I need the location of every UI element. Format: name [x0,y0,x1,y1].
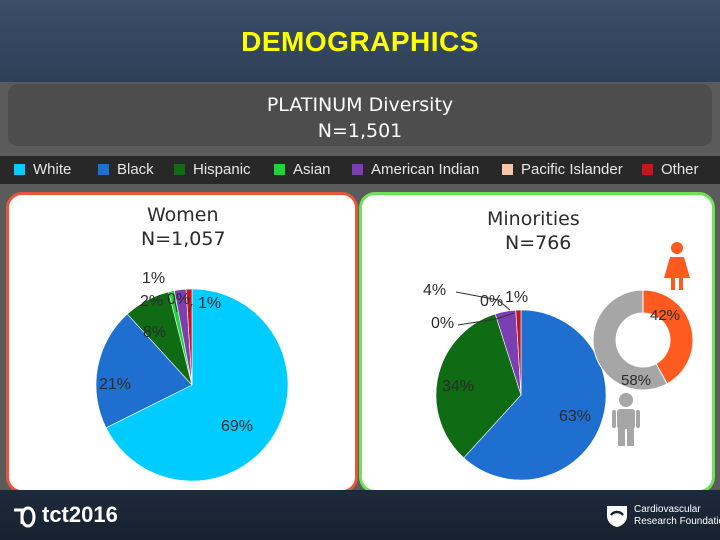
women-data-label-other: 1% [198,295,221,312]
legend-label-asian: Asian [293,161,331,178]
crf-logo-line-1: Cardiovascular [634,504,701,515]
legend-swatch-other [642,164,653,175]
legend-swatch-black [98,164,109,175]
legend-swatch-pacific-islander [502,164,513,175]
page-title: DEMOGRAPHICS [241,26,479,57]
minorities-leader-line-1 [457,312,515,326]
women-chart-title: Women N=1,057 [141,203,226,251]
women-chart-title-line-1: Women [147,204,219,226]
legend-item-pacific-islander: Pacific Islander [502,156,623,184]
crf-logo-line-2: Research Foundation [634,516,720,527]
minorities-data-label-black: 63% [559,408,591,425]
minorities-leader-line-0 [455,291,511,311]
minorities-chart-panel: Minorities N=766 63% 34% 0% 4% 0% 1% [359,192,715,493]
women-slice-black [95,313,193,429]
crf-logo: Cardiovascular Research Foundation [604,498,720,534]
women-chart-panel: Women N=1,057 69% 21% 8% 1% 2% 0% 1% [6,192,358,493]
legend-label-american-indian: American Indian [371,161,480,178]
legend-item-asian: Asian [274,156,331,184]
minorities-chart-title: Minorities N=766 [487,207,580,255]
tct-logo-text: tct2016 [42,502,118,527]
legend-label-other: Other [661,161,699,178]
women-data-label-american-indian: 2% [140,293,163,310]
minorities-data-label-asian: 0% [431,315,454,332]
legend-item-black: Black [98,156,154,184]
legend: White Black Hispanic Asian American Indian Pa… [0,156,720,184]
women-chart-title-line-2: N=1,057 [141,228,226,250]
subtitle-line-1: PLATINUM Diversity [266,94,454,116]
minorities-data-label-american-indian: 4% [423,282,446,299]
women-leader-line-1 [188,303,193,313]
minorities-slice-other [515,309,522,396]
women-data-label-asian: 1% [142,270,165,287]
women-data-label-black: 21% [99,376,131,393]
minorities-slice-black [463,309,607,481]
subtitle: PLATINUM Diversity N=1,501 [8,92,712,144]
legend-swatch-white [14,164,25,175]
legend-item-hispanic: Hispanic [174,156,251,184]
subtitle-line-2: N=1,501 [317,120,403,142]
legend-swatch-asian [274,164,285,175]
legend-item-white: White [14,156,71,184]
legend-label-pacific-islander: Pacific Islander [521,161,623,178]
women-data-label-white: 69% [221,418,253,435]
minorities-chart-title-line-2: N=766 [505,232,572,254]
tct-logo-mark [14,506,36,528]
women-leader-line-0 [174,301,178,313]
minorities-chart-title-line-1: Minorities [487,208,580,230]
legend-swatch-american-indian [352,164,363,175]
legend-label-hispanic: Hispanic [193,161,251,178]
legend-swatch-hispanic [174,164,185,175]
women-data-label-pacific-islander: 0% [167,291,190,308]
women-data-label-hispanic: 8% [143,324,166,341]
tct-logo: tct2016 [10,502,150,532]
women-slice-other [185,288,193,386]
legend-item-other: Other [642,156,699,184]
crf-logo-mark [607,506,627,527]
title-bar [0,0,720,82]
legend-label-white: White [33,161,72,178]
women-slice-white [105,288,289,482]
minorities-data-label-other: 1% [505,289,528,306]
subtitle-banner: PLATINUM Diversity N=1,501 [8,84,712,146]
footer: tct2016 Cardiovascular Research Foundati… [0,490,720,540]
minorities-pie-chart: 63%34%0%4%0% 1% [423,282,607,481]
legend-label-black: Black [117,161,154,178]
women-pie-chart: 69%21%8%1%2% 0% 1% [95,270,289,482]
minorities-data-label-hispanic: 34% [442,378,474,395]
minorities-data-label-pacific-islander: 0% [480,293,503,310]
crf-logo-text: Cardiovascular Research Foundation [634,504,720,528]
legend-item-american-indian: American Indian [352,156,479,184]
